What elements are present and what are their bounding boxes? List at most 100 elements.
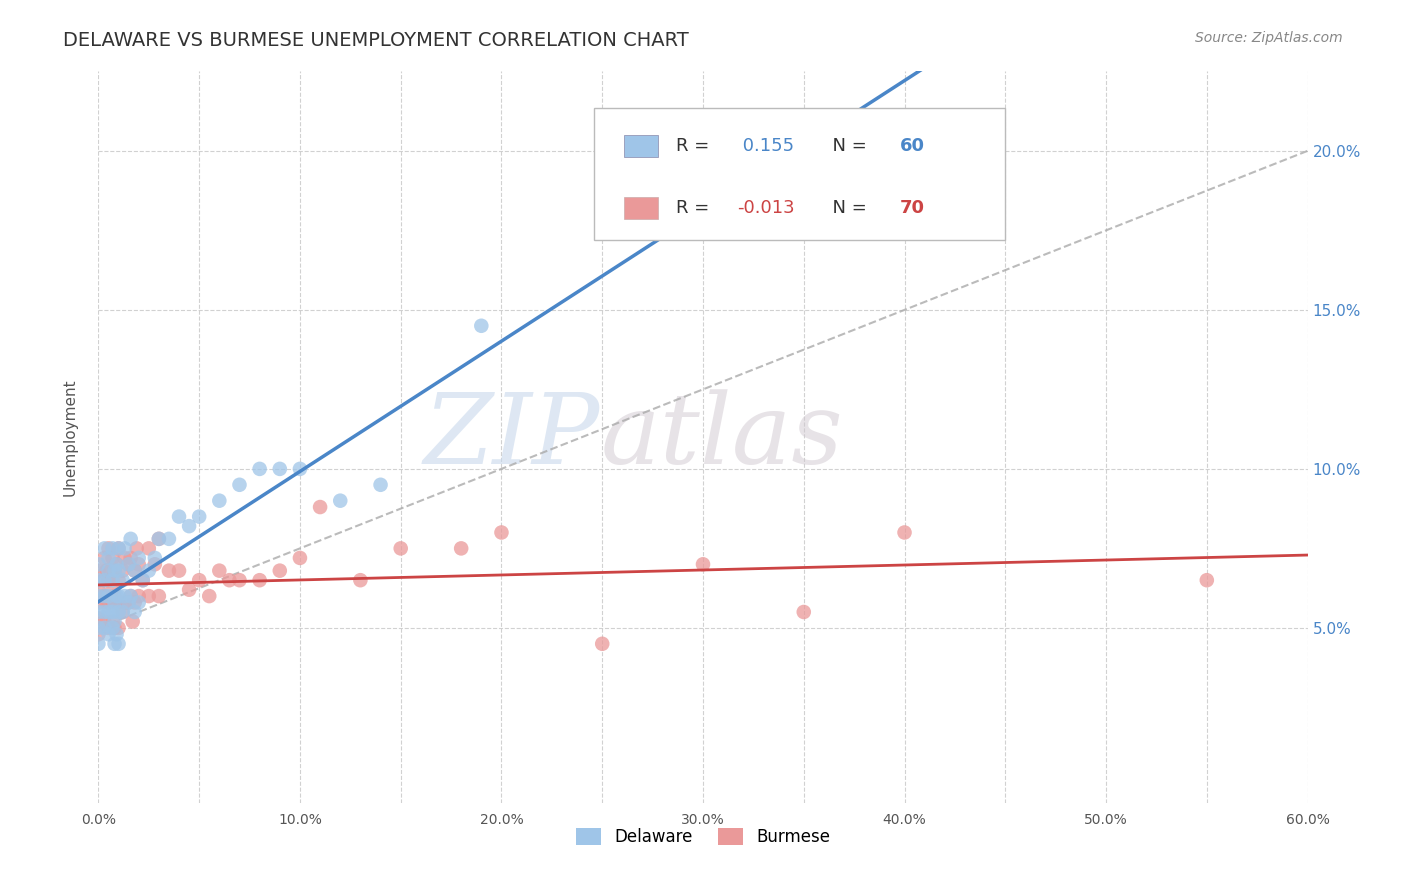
Point <box>101 615 124 629</box>
Point <box>107 541 129 556</box>
Point <box>198 589 221 603</box>
Point <box>591 637 613 651</box>
Point <box>87 589 110 603</box>
Point <box>105 627 128 641</box>
Point <box>103 564 125 578</box>
Point <box>103 564 125 578</box>
Point <box>97 589 120 603</box>
Point <box>105 558 128 572</box>
Point <box>148 589 170 603</box>
Point <box>370 477 392 491</box>
Point <box>96 564 118 578</box>
Point <box>107 595 129 609</box>
Point <box>118 595 141 609</box>
Point <box>793 605 815 619</box>
Point <box>93 573 115 587</box>
FancyBboxPatch shape <box>624 197 658 219</box>
Point <box>124 595 146 609</box>
Point <box>188 509 211 524</box>
Point <box>97 564 120 578</box>
Point <box>97 605 120 619</box>
Point <box>97 541 120 556</box>
Point <box>114 595 136 609</box>
Point <box>101 605 124 619</box>
Point <box>692 558 714 572</box>
Point <box>107 589 129 603</box>
Text: N =: N = <box>821 199 873 217</box>
Point <box>114 550 136 565</box>
Point <box>269 564 291 578</box>
Point <box>87 582 110 597</box>
Point <box>120 550 142 565</box>
Point <box>111 564 134 578</box>
Point <box>105 595 128 609</box>
Point <box>125 541 148 556</box>
Point <box>1195 573 1218 587</box>
Point <box>101 541 124 556</box>
Point <box>96 595 118 609</box>
Point <box>87 595 110 609</box>
Point <box>87 605 110 619</box>
FancyBboxPatch shape <box>624 135 658 157</box>
Point <box>349 573 371 587</box>
Point <box>87 621 110 635</box>
Text: 60: 60 <box>900 137 925 155</box>
Point <box>157 564 180 578</box>
Point <box>111 605 134 619</box>
Point <box>103 621 125 635</box>
Point <box>97 627 120 641</box>
Point <box>208 564 231 578</box>
Point <box>128 589 150 603</box>
Point <box>107 605 129 619</box>
Point <box>288 550 311 565</box>
Point <box>87 564 110 578</box>
Point <box>97 621 120 635</box>
Point <box>120 589 142 603</box>
Point <box>124 564 146 578</box>
Point <box>138 541 160 556</box>
Point <box>120 589 142 603</box>
Point <box>93 573 115 587</box>
Point <box>103 637 125 651</box>
Point <box>93 550 115 565</box>
Text: ZIP: ZIP <box>425 390 600 484</box>
Point <box>288 462 311 476</box>
Point <box>124 564 146 578</box>
Point <box>93 589 115 603</box>
Y-axis label: Unemployment: Unemployment <box>63 378 77 496</box>
Point <box>124 605 146 619</box>
Point <box>101 550 124 565</box>
Text: -0.013: -0.013 <box>737 199 794 217</box>
Point <box>118 595 141 609</box>
Point <box>120 532 142 546</box>
Point <box>107 621 129 635</box>
Point <box>179 582 201 597</box>
Point <box>128 595 150 609</box>
Point <box>107 573 129 587</box>
Point <box>87 611 110 625</box>
Point <box>143 550 166 565</box>
Point <box>228 477 250 491</box>
Point <box>100 564 122 578</box>
Point <box>111 605 134 619</box>
Text: atlas: atlas <box>600 390 844 484</box>
Point <box>389 541 412 556</box>
Point <box>470 318 492 333</box>
Text: 70: 70 <box>900 199 925 217</box>
Point <box>128 550 150 565</box>
Point <box>93 589 115 603</box>
Point <box>87 573 110 587</box>
Point <box>97 573 120 587</box>
Point <box>143 558 166 572</box>
Point <box>132 573 155 587</box>
Point <box>93 541 115 556</box>
Point <box>114 589 136 603</box>
Point <box>97 595 120 609</box>
Point <box>87 637 110 651</box>
Text: 0.155: 0.155 <box>737 137 794 155</box>
Point <box>138 564 160 578</box>
Point <box>167 564 190 578</box>
Point <box>101 582 124 597</box>
Point <box>269 462 291 476</box>
Point <box>93 621 115 635</box>
